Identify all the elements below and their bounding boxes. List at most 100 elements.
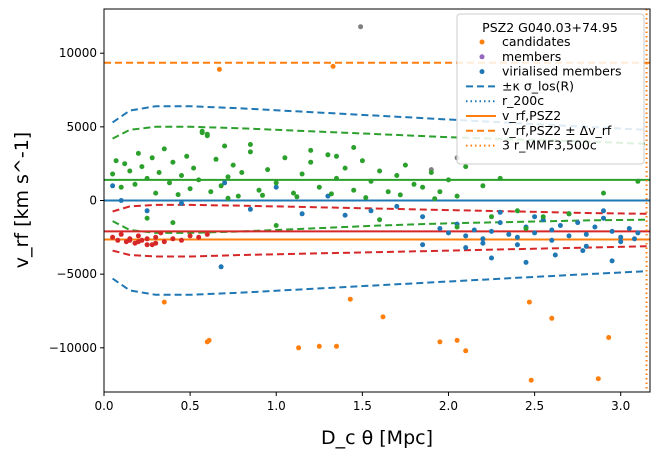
point-2-31 <box>592 224 598 230</box>
point-2-14 <box>446 230 451 236</box>
point-3-34 <box>273 180 279 186</box>
x-tick-label-3: 1.5 <box>353 399 372 413</box>
point-3-64 <box>199 128 205 134</box>
point-4-12 <box>161 239 167 245</box>
point-4-20 <box>135 239 141 245</box>
point-4-10 <box>153 234 159 240</box>
x-tick-label-6: 3.0 <box>611 399 630 413</box>
point-2-13 <box>437 226 443 231</box>
point-2-30 <box>583 231 589 237</box>
point-3-32 <box>256 187 262 193</box>
legend-title: PSZ2 G040.03+74.95 <box>482 20 618 35</box>
point-2-46 <box>218 264 224 270</box>
point-3-6 <box>135 150 141 156</box>
point-3-82 <box>397 192 403 198</box>
point-4-21 <box>127 237 133 243</box>
point-4-11 <box>158 230 164 236</box>
point-3-63 <box>635 178 641 184</box>
point-4-2 <box>118 231 124 237</box>
point-3-75 <box>489 214 494 220</box>
point-3-19 <box>191 165 197 171</box>
y-axis-label: v_rf [km s^-1] <box>11 132 33 268</box>
point-3-71 <box>170 220 176 226</box>
point-2-17 <box>471 227 477 233</box>
point-2-29 <box>575 220 581 226</box>
point-3-35 <box>282 155 288 161</box>
point-2-3 <box>179 200 184 206</box>
point-3-47 <box>385 189 391 195</box>
point-3-41 <box>334 175 339 181</box>
point-0-14 <box>549 315 555 321</box>
point-3-31 <box>247 149 253 155</box>
point-2-18 <box>480 236 486 242</box>
point-0-6 <box>334 343 339 349</box>
point-2-12 <box>420 214 426 220</box>
y-tick-label-0: 10000 <box>59 46 97 60</box>
point-4-0 <box>110 234 116 240</box>
legend: PSZ2 G040.03+74.95 candidatesmembersviri… <box>456 13 645 165</box>
point-2-4 <box>222 180 228 186</box>
point-3-7 <box>139 164 145 170</box>
point-3-55 <box>454 193 460 199</box>
point-2-51 <box>552 252 558 258</box>
point-2-26 <box>549 227 555 233</box>
point-2-22 <box>514 234 520 240</box>
point-2-48 <box>489 255 494 261</box>
point-2-52 <box>580 248 586 254</box>
point-2-34 <box>618 234 624 240</box>
point-2-47 <box>420 242 426 248</box>
point-4-15 <box>187 233 193 239</box>
point-4-13 <box>170 236 176 242</box>
point-2-43 <box>532 214 538 220</box>
point-3-3 <box>122 161 128 167</box>
point-3-54 <box>446 177 451 183</box>
point-3-33 <box>265 167 271 173</box>
point-0-13 <box>528 377 534 383</box>
point-3-38 <box>308 159 314 165</box>
point-3-44 <box>359 158 365 164</box>
legend-box <box>456 13 645 165</box>
point-3-37 <box>299 171 305 177</box>
point-2-16 <box>463 233 469 239</box>
point-2-20 <box>497 220 503 226</box>
point-3-15 <box>175 192 181 198</box>
legend-label-sigma: ±κ σ_los(R) <box>502 78 574 93</box>
legend-label-virialised: virialised members <box>502 64 622 79</box>
point-0-1 <box>161 299 167 305</box>
point-2-49 <box>463 245 469 251</box>
point-3-12 <box>161 146 167 152</box>
point-3-28 <box>230 162 236 168</box>
point-0-3 <box>206 337 212 343</box>
point-3-1 <box>113 158 119 164</box>
point-3-36 <box>291 190 296 196</box>
point-3-58 <box>497 175 503 181</box>
legend-label-vrfpm: v_rf,PSZ2 ± Δv_rf <box>502 123 612 138</box>
point-3-83 <box>432 196 438 202</box>
point-0-0 <box>216 66 222 72</box>
point-0-5 <box>316 343 322 349</box>
point-3-68 <box>351 145 357 150</box>
envelope-curve-1 <box>112 270 647 296</box>
point-2-27 <box>557 223 563 228</box>
point-2-9 <box>342 212 348 218</box>
point-0-10 <box>454 337 460 343</box>
point-0-17 <box>330 63 336 69</box>
legend-marker-virialised <box>479 69 485 75</box>
point-2-41 <box>618 239 624 245</box>
point-4-19 <box>153 240 159 246</box>
point-4-1 <box>115 237 121 243</box>
point-2-1 <box>118 198 124 203</box>
x-tick-label-4: 2.0 <box>439 399 458 413</box>
point-2-24 <box>532 230 538 236</box>
point-3-57 <box>480 183 486 189</box>
x-tick-label-1: 0.5 <box>181 399 200 413</box>
point-2-40 <box>583 243 589 249</box>
point-2-42 <box>497 209 503 215</box>
point-3-67 <box>308 147 314 153</box>
point-2-7 <box>299 211 305 217</box>
point-3-59 <box>514 208 520 214</box>
y-tick-label-2: 0 <box>89 194 97 208</box>
point-3-14 <box>170 159 176 165</box>
point-3-70 <box>144 215 150 221</box>
